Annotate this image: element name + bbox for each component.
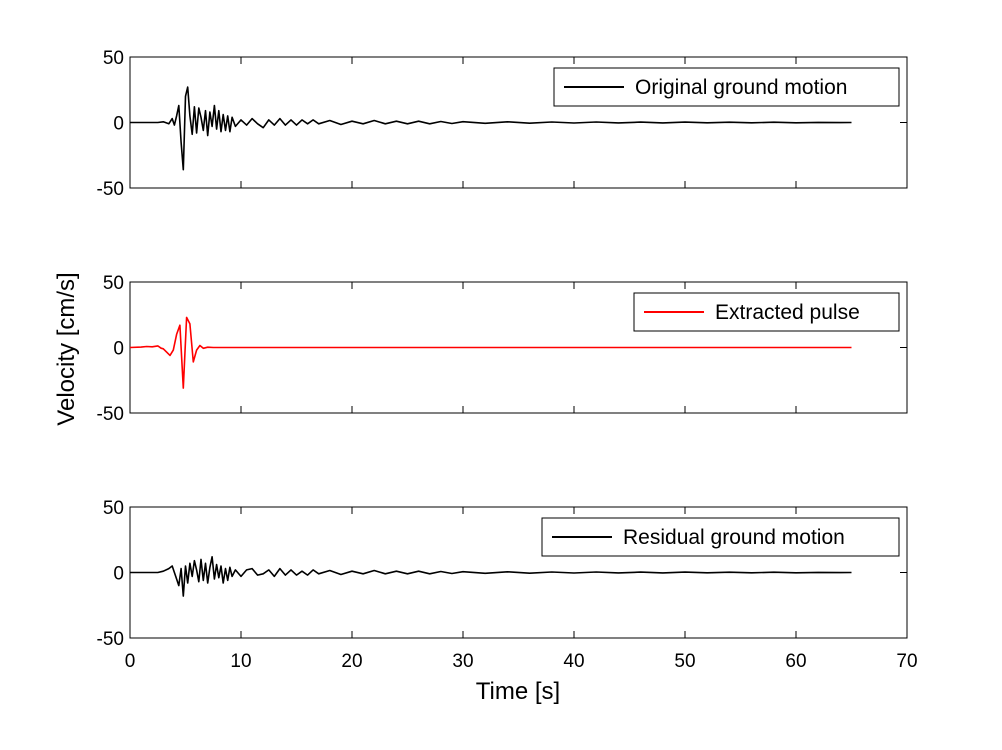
series-line-1 bbox=[130, 86, 852, 171]
x-tick-label: 50 bbox=[674, 651, 695, 672]
y-tick-label: -50 bbox=[97, 179, 124, 200]
legend-box bbox=[553, 67, 900, 107]
legend-label: Extracted pulse bbox=[715, 301, 860, 324]
legend: Original ground motion bbox=[553, 67, 900, 107]
x-tick-label: 70 bbox=[896, 651, 917, 672]
y-tick-label: 0 bbox=[113, 114, 124, 135]
legend-label: Original ground motion bbox=[635, 76, 847, 99]
panel-2: -50 0 50 Extracted pulse bbox=[97, 273, 908, 425]
x-tick-label: 20 bbox=[341, 651, 362, 672]
series-line-3 bbox=[130, 555, 852, 597]
panel-1: -50 0 50 Original ground motion bbox=[97, 48, 908, 200]
x-axis-title: Time [s] bbox=[476, 678, 560, 705]
series-line-2 bbox=[129, 316, 852, 389]
y-tick-label: -50 bbox=[97, 404, 124, 425]
y-tick-label: 0 bbox=[113, 339, 124, 360]
x-tick-label: 10 bbox=[230, 651, 251, 672]
x-tick-label: 0 bbox=[125, 651, 136, 672]
x-tick-label: 60 bbox=[785, 651, 806, 672]
y-tick-label: 50 bbox=[103, 498, 124, 519]
y-tick-label: 50 bbox=[103, 273, 124, 294]
legend: Extracted pulse bbox=[633, 292, 900, 332]
legend-label: Residual ground motion bbox=[623, 526, 845, 549]
x-tick-label: 30 bbox=[452, 651, 473, 672]
x-tick-label: 40 bbox=[563, 651, 584, 672]
y-axis-title: Velocity [cm/s] bbox=[53, 272, 80, 425]
y-tick-label: -50 bbox=[97, 629, 124, 650]
y-tick-label: 50 bbox=[103, 48, 124, 69]
legend: Residual ground motion bbox=[541, 517, 900, 557]
y-tick-label: 0 bbox=[113, 564, 124, 585]
